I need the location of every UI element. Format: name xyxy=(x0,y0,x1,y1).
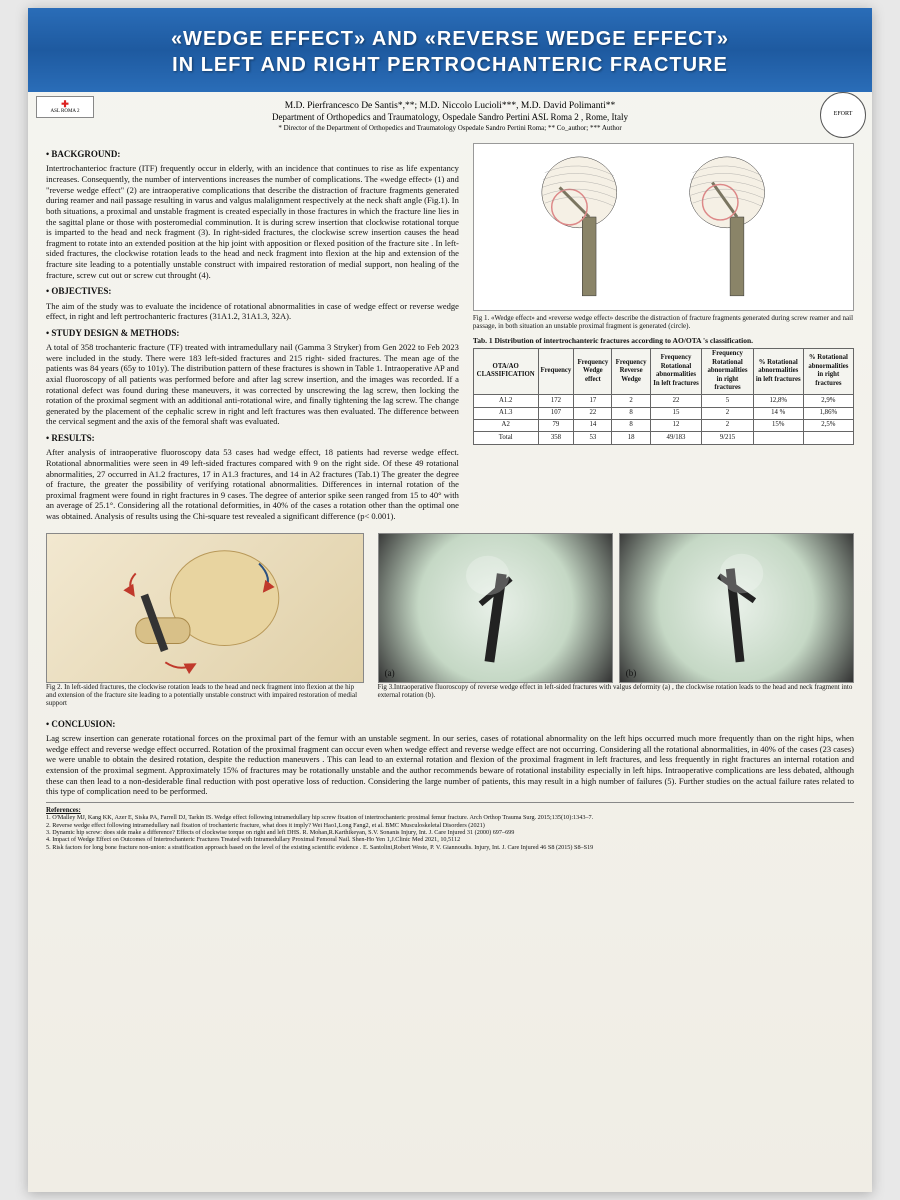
results-title: RESULTS: xyxy=(46,433,459,444)
fluoro-b: (b) xyxy=(619,533,854,683)
table-header: % Rotational abnormalities in right frac… xyxy=(803,348,853,394)
reference-item: 2. Reverse wedge effect following intram… xyxy=(46,822,854,829)
table-title: Tab. 1 Distribution of intertrochanteric… xyxy=(473,336,854,345)
fluoro-a: (a) xyxy=(378,533,613,683)
badge-right: EFORT xyxy=(820,92,866,138)
department: Department of Orthopedics and Traumatolo… xyxy=(98,112,802,124)
table-row: A1.310722815214 %1,86% xyxy=(473,407,853,419)
poster-body: BACKGROUND: Intertrochanterioс fracture … xyxy=(28,139,872,859)
table-header: Frequency Rotational abnormalities in ri… xyxy=(702,348,754,394)
wedge-diagram xyxy=(483,148,843,306)
methods-title: STUDY DESIGN & METHODS: xyxy=(46,328,459,339)
figure-3-block: (a) (b) Fig 3.Intraoperative fluoroscopy… xyxy=(378,533,854,713)
table-header: Frequency Reverse Wedge xyxy=(612,348,650,394)
title-line2: IN LEFT AND RIGHT PERTROCHANTERIC FRACTU… xyxy=(48,52,852,78)
poster: «WEDGE EFFECT» AND «REVERSE WEDGE EFFECT… xyxy=(28,8,872,1192)
objectives-title: OBJECTIVES: xyxy=(46,286,459,297)
table-header: OTA/AO CLASSIFICATION xyxy=(473,348,538,394)
figure-column: Fig 1. «Wedge effect» and «reverse wedge… xyxy=(473,143,854,527)
conclusion-block: CONCLUSION: Lag screw insertion can gene… xyxy=(46,719,854,797)
authors: M.D. Pierfrancesco De Santis*,**; M.D. N… xyxy=(98,100,802,112)
reference-item: 4. Impact of Wedge Effect on Outcomes of… xyxy=(46,836,854,843)
fig1-caption: Fig 1. «Wedge effect» and «reverse wedge… xyxy=(473,314,854,330)
conclusion-title: CONCLUSION: xyxy=(46,719,854,730)
title-line1: «WEDGE EFFECT» AND «REVERSE WEDGE EFFECT… xyxy=(48,26,852,52)
fluoro-a-label: (a) xyxy=(385,668,395,679)
fluoro-pair: (a) (b) xyxy=(378,533,854,683)
table-header: Frequency xyxy=(538,348,574,394)
table-header: Frequency Rotational abnormalities In le… xyxy=(650,348,701,394)
text-column: BACKGROUND: Intertrochanterioс fracture … xyxy=(46,143,459,527)
objectives-text: The aim of the study was to evaluate the… xyxy=(46,301,459,322)
table-row: A27914812215%2,5% xyxy=(473,419,853,431)
background-text: Intertrochanterioс fracture (ITF) freque… xyxy=(46,163,459,280)
badge-left: ✚ ASL ROMA 2 xyxy=(36,96,94,118)
fig2-caption: Fig 2. In left-sided fractures, the cloc… xyxy=(46,683,364,707)
reference-item: 5. Risk factors for long bone fracture n… xyxy=(46,844,854,851)
subheader: ✚ ASL ROMA 2 EFORT M.D. Pierfrancesco De… xyxy=(28,92,872,139)
reference-item: 3. Dynamic hip screw: does side make a d… xyxy=(46,829,854,836)
upper-columns: BACKGROUND: Intertrochanterioс fracture … xyxy=(46,143,854,527)
bone-model xyxy=(47,534,363,682)
fig3-caption: Fig 3.Intraoperative fluoroscopy of reve… xyxy=(378,683,854,699)
reference-item: 1. O'Malley MJ, Kang KK, Azer E, Siska P… xyxy=(46,814,854,821)
references: References: 1. O'Malley MJ, Kang KK, Aze… xyxy=(46,802,854,852)
bottom-figures: Fig 2. In left-sided fractures, the cloc… xyxy=(46,533,854,713)
poster-header: «WEDGE EFFECT» AND «REVERSE WEDGE EFFECT… xyxy=(28,8,872,92)
table-header: Frequency Wedge effect xyxy=(574,348,612,394)
author-footnote: * Director of the Department of Orthoped… xyxy=(98,124,802,133)
table-row: A1.217217222512,8%2,9% xyxy=(473,395,853,407)
table-row: Total358531849/1839/215 xyxy=(473,432,853,444)
data-table: OTA/AO CLASSIFICATIONFrequencyFrequency … xyxy=(473,348,854,445)
figure-2 xyxy=(46,533,364,683)
methods-text: A total of 358 trochanteric fracture (TF… xyxy=(46,342,459,427)
table-header: % Rotational abnormalities in left fract… xyxy=(753,348,803,394)
figure-2-block: Fig 2. In left-sided fractures, the cloc… xyxy=(46,533,364,713)
fluoro-b-label: (b) xyxy=(626,668,637,679)
refs-title: References: xyxy=(46,806,854,814)
background-title: BACKGROUND: xyxy=(46,149,459,160)
cross-icon: ✚ xyxy=(39,100,91,109)
results-text: After analysis of intraoperative fluoros… xyxy=(46,447,459,521)
figure-1 xyxy=(473,143,854,311)
conclusion-text: Lag screw insertion can generate rotatio… xyxy=(46,733,854,797)
